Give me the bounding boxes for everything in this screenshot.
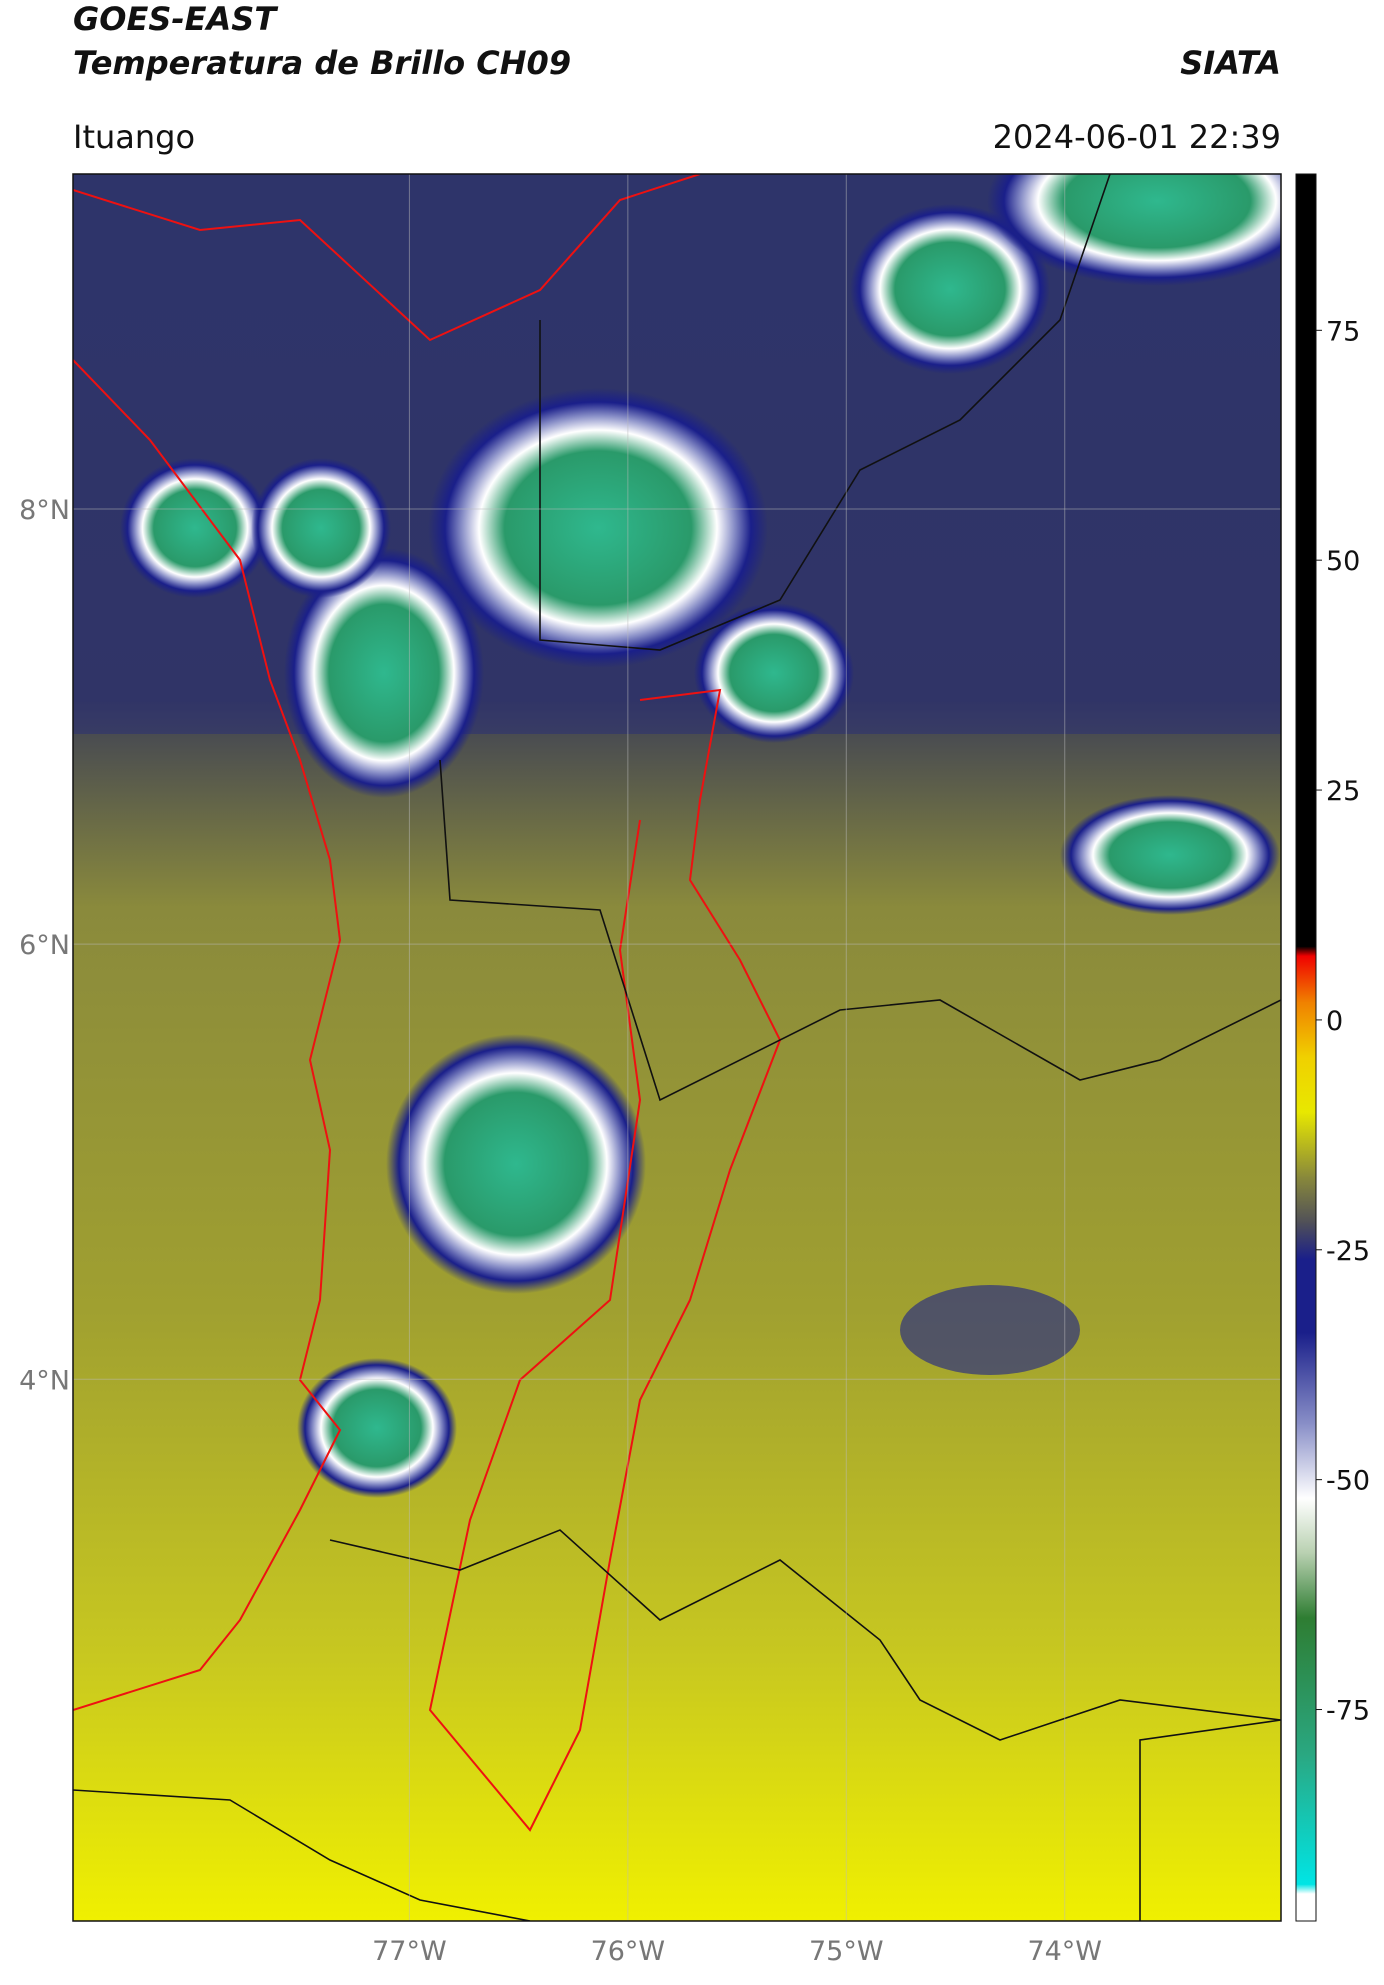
storm-cell — [386, 1034, 646, 1294]
admin-border — [329, 1529, 1281, 1741]
admin-border — [539, 174, 1111, 651]
admin-border — [1139, 1719, 1281, 1921]
storm-cell — [1060, 795, 1280, 915]
colorbar-segment — [1296, 1056, 1316, 1113]
cloud-patch — [900, 1285, 1080, 1375]
lat-tick-label: 8°N — [19, 495, 70, 526]
colorbar-segment — [1296, 1258, 1316, 1334]
lon-tick-label: 76°W — [591, 1936, 666, 1967]
border — [73, 174, 701, 342]
title: GOES-EAST — [73, 0, 278, 38]
colorbar-segment — [1296, 1498, 1316, 1554]
colorbar-segment — [1296, 1222, 1316, 1260]
location: Ituango — [73, 118, 195, 156]
colorbar-tick-label: -50 — [1326, 1466, 1370, 1497]
storm-cell — [284, 548, 484, 798]
colorbar-tick-label: 25 — [1326, 776, 1360, 807]
colorbar-tick-label: 0 — [1326, 1006, 1343, 1037]
coastline — [73, 359, 342, 1711]
admin-border — [439, 759, 1281, 1102]
colorbar-segment — [1296, 946, 1316, 957]
storm-cell — [297, 1358, 457, 1498]
colorbar-segment — [1296, 1001, 1316, 1058]
colorbar-segment — [1296, 1332, 1316, 1425]
colorbar-tick-label: -75 — [1326, 1696, 1370, 1727]
storm-cell — [694, 603, 854, 743]
storm-cell — [987, 174, 1281, 286]
storm-cell — [428, 388, 768, 668]
colorbar-segment — [1296, 1617, 1316, 1756]
map-area — [73, 174, 1281, 1921]
colorbar-segment — [1296, 1755, 1316, 1885]
lon-tick-label: 77°W — [372, 1936, 447, 1967]
lon-tick-label: 75°W — [809, 1936, 884, 1967]
lat-tick-label: 4°N — [19, 1365, 70, 1396]
colorbar-tick-label: 50 — [1326, 546, 1360, 577]
colorbar-segment — [1296, 1424, 1316, 1499]
map-frame — [72, 173, 1282, 1922]
datetime: 2024-06-01 22:39 — [993, 118, 1281, 156]
colorbar-tick-label: 75 — [1326, 316, 1360, 347]
colorbar-tick-label: -25 — [1326, 1236, 1370, 1267]
storm-cell — [850, 204, 1050, 374]
lon-tick-label: 74°W — [1027, 1936, 1102, 1967]
source: SIATA — [1180, 44, 1281, 82]
colorbar-frame — [1295, 173, 1317, 1922]
colorbar-segment — [1296, 1176, 1316, 1223]
colorbar-segment — [1296, 1884, 1316, 1894]
storm-cell — [120, 458, 270, 598]
lat-tick-label: 6°N — [19, 930, 70, 961]
department-border — [428, 688, 782, 1832]
colorbar-segment — [1296, 955, 1316, 1003]
admin-border — [73, 1789, 531, 1921]
colorbar-segment — [1296, 1111, 1316, 1177]
colorbar-segment — [1296, 174, 1316, 947]
storm-cell — [251, 458, 391, 598]
colorbar-segment — [1296, 1553, 1316, 1619]
colorbar-segment — [1296, 1893, 1316, 1922]
subtitle: Temperatura de Brillo CH09 — [73, 44, 571, 82]
